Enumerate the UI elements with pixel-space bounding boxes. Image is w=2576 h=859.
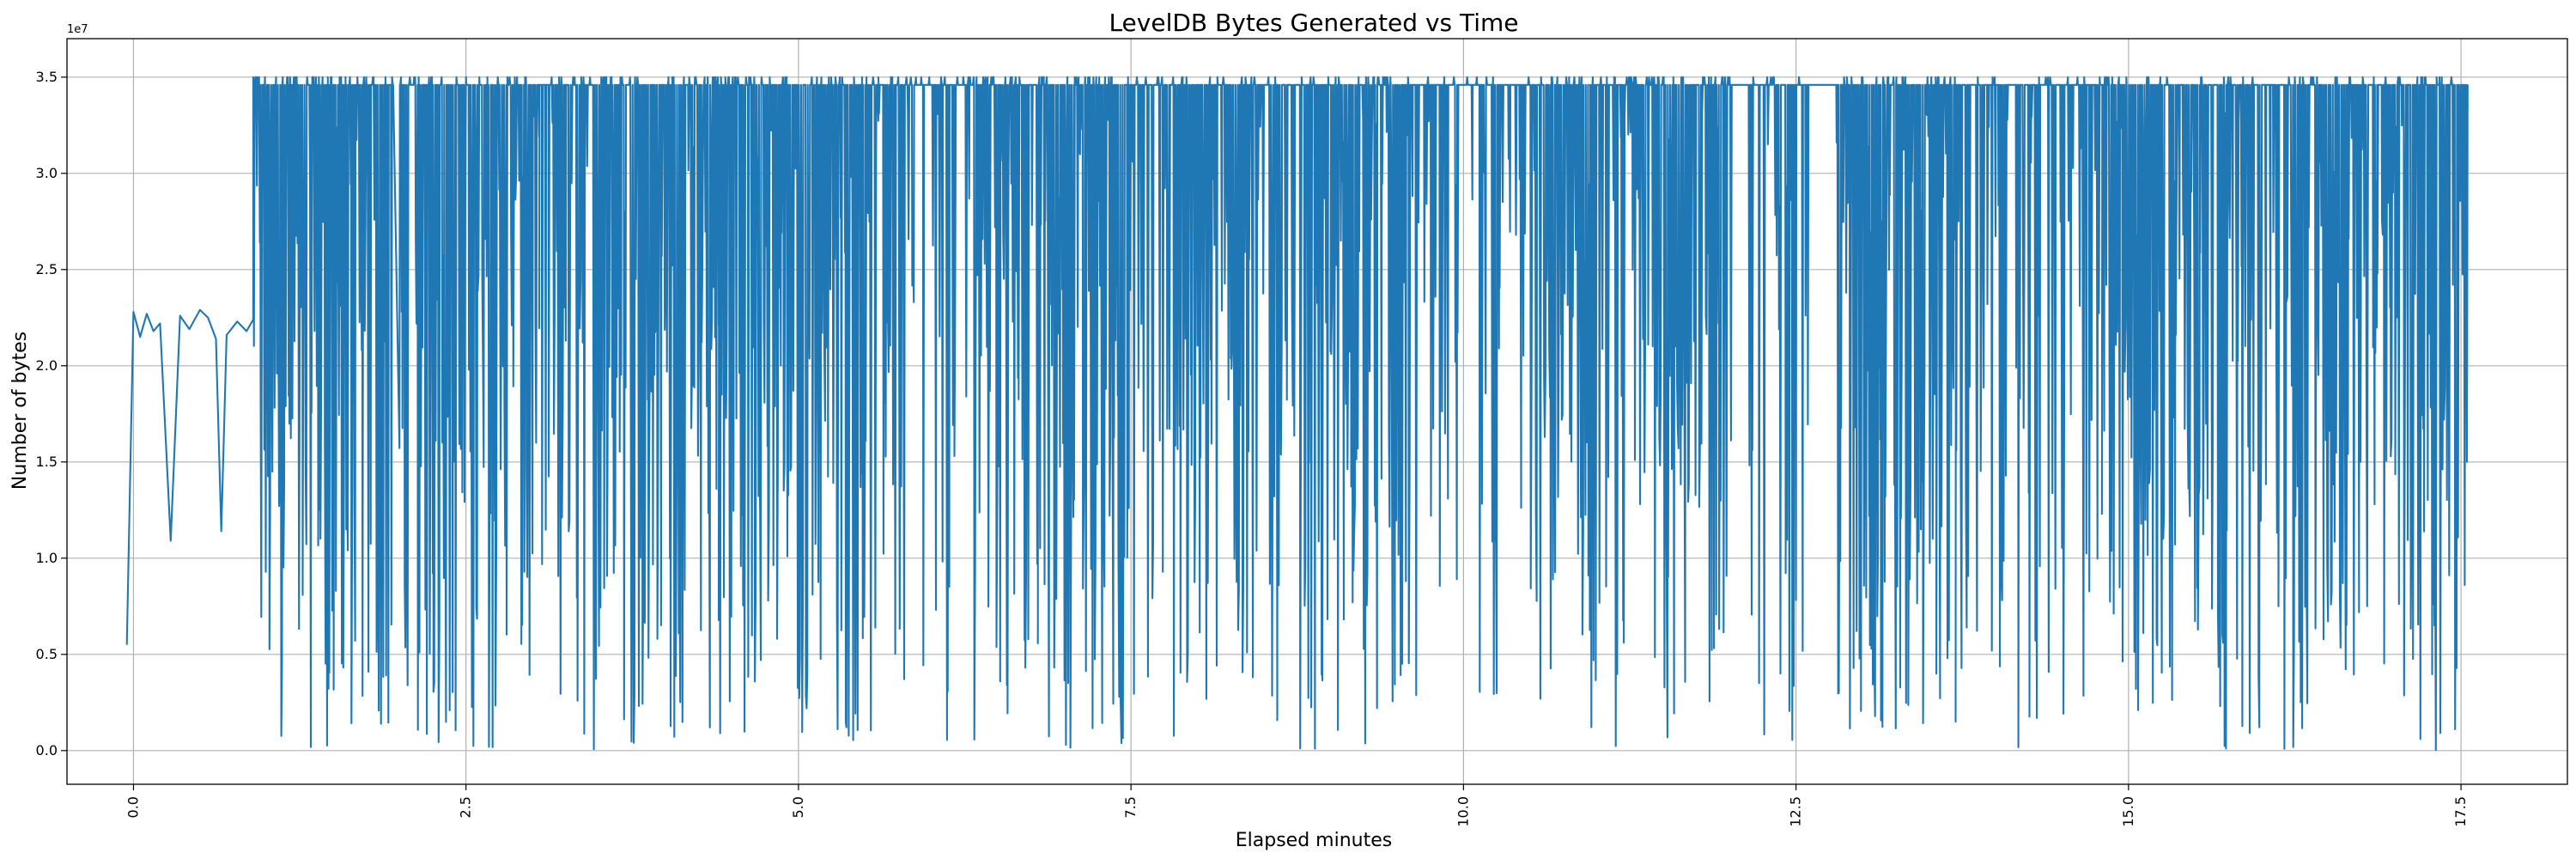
x-tick-label: 10.0: [1455, 796, 1471, 827]
y-tick-label: 2.0: [36, 357, 58, 374]
x-tick-label: 15.0: [2120, 796, 2136, 827]
y-tick-label: 1.0: [36, 550, 58, 566]
x-tick-label: 2.5: [458, 796, 474, 818]
x-tick-label: 5.0: [790, 796, 806, 818]
y-axis-label: Number of bytes: [9, 332, 31, 490]
x-tick-label: 7.5: [1122, 796, 1139, 818]
y-tick-label: 3.0: [36, 165, 58, 181]
x-axis-label: Elapsed minutes: [1236, 830, 1392, 851]
x-axis-ticks: 0.0 2.5 5.0 7.5 10.0 12.5 15.0 17.5: [125, 784, 2469, 827]
y-tick-label: 1.5: [36, 454, 58, 470]
y-axis-ticks: 0.0 0.5 1.0 1.5 2.0 2.5 3.0 3.5: [36, 69, 67, 758]
x-tick-label: 12.5: [1788, 796, 1804, 827]
x-tick-label: 0.0: [125, 796, 141, 818]
y-axis-offset-label: 1e7: [67, 23, 88, 36]
plot-area: [125, 76, 2469, 752]
x-tick-label: 17.5: [2452, 796, 2469, 827]
series-line: [125, 76, 2469, 752]
axes-frame: [66, 38, 2568, 785]
y-tick-label: 0.0: [36, 742, 58, 758]
y-tick-label: 3.5: [36, 69, 58, 85]
y-tick-label: 2.5: [36, 261, 58, 277]
chart-title: LevelDB Bytes Generated vs Time: [1109, 9, 1518, 37]
y-tick-label: 0.5: [36, 646, 58, 662]
